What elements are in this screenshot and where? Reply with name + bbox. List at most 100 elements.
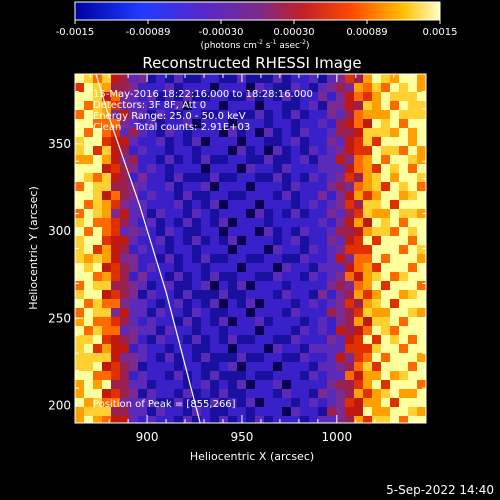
x-axis-ticks: 900 950 1000 [89, 74, 414, 444]
heatmap-cell [282, 272, 292, 282]
heatmap-cell [138, 110, 148, 120]
heatmap-cell [210, 173, 220, 183]
heatmap-cell [120, 128, 130, 138]
heatmap-cell [237, 227, 247, 237]
heatmap-cell [273, 281, 283, 291]
heatmap-cell [102, 416, 112, 423]
heatmap-cell [219, 146, 229, 156]
heatmap-cell [318, 389, 328, 399]
heatmap-cell [75, 281, 85, 291]
heatmap-cell [228, 218, 238, 228]
heatmap-cell [273, 245, 283, 255]
heatmap-cell [165, 164, 175, 174]
heatmap-cell [138, 353, 148, 363]
heatmap-cell [336, 83, 346, 93]
heatmap-cell [255, 281, 265, 291]
heatmap-cell [75, 407, 85, 417]
heatmap-cell [201, 101, 211, 111]
heatmap-cell [93, 110, 103, 120]
heatmap-cell [336, 245, 346, 255]
heatmap-cell [372, 101, 382, 111]
heatmap-cell [408, 164, 418, 174]
heatmap-cell [327, 245, 337, 255]
heatmap-cell [309, 416, 319, 423]
heatmap-cell [408, 119, 418, 129]
heatmap-cell [84, 317, 94, 327]
heatmap-cell [156, 110, 166, 120]
heatmap-cell [300, 407, 310, 417]
heatmap-cell [300, 164, 310, 174]
heatmap-cell [408, 155, 418, 165]
heatmap-cell [255, 200, 265, 210]
heatmap-cell [111, 317, 121, 327]
heatmap-cell [111, 335, 121, 345]
heatmap-cell [246, 344, 256, 354]
heatmap-cell [219, 173, 229, 183]
heatmap-cell [372, 173, 382, 183]
heatmap-cell [291, 254, 301, 264]
y-axis-label: Heliocentric Y (arcsec) [27, 186, 40, 310]
heatmap-cell [408, 389, 418, 399]
heatmap-cell [111, 299, 121, 309]
heatmap-cell [219, 245, 229, 255]
heatmap-cell [156, 227, 166, 237]
heatmap-cell [354, 110, 364, 120]
heatmap-cell [201, 389, 211, 399]
heatmap-cell [156, 272, 166, 282]
heatmap-cell [318, 137, 328, 147]
heatmap-cell [282, 218, 292, 228]
heatmap-cell [210, 209, 220, 219]
heatmap-cell [201, 74, 211, 84]
x-tick-label: 950 [231, 430, 254, 444]
heatmap-cell [264, 119, 274, 129]
heatmap-cell [219, 344, 229, 354]
heatmap-cell [165, 128, 175, 138]
heatmap-cell [255, 326, 265, 336]
heatmap-cell [75, 200, 85, 210]
heatmap-cell [408, 263, 418, 273]
heatmap-cell [300, 182, 310, 192]
heatmap-cell [165, 209, 175, 219]
heatmap-cell [183, 407, 193, 417]
heatmap-cell [120, 353, 130, 363]
heatmap-cell [255, 335, 265, 345]
heatmap-cell [165, 191, 175, 201]
heatmap-cell [237, 245, 247, 255]
heatmap-cell [84, 164, 94, 174]
heatmap-cell [93, 119, 103, 129]
heatmap-cell [120, 317, 130, 327]
heatmap-cell [102, 398, 112, 408]
heatmap-cell [111, 353, 121, 363]
heatmap-cell [336, 155, 346, 165]
heatmap-cell [138, 236, 148, 246]
heatmap-cell [408, 371, 418, 381]
heatmap-cell [228, 155, 238, 165]
heatmap-cell [84, 380, 94, 390]
heatmap-cell [102, 380, 112, 390]
heatmap-cell [120, 137, 130, 147]
heatmap-cell [417, 254, 426, 264]
heatmap-cell [201, 362, 211, 372]
heatmap-cell [273, 227, 283, 237]
heatmap-cell [327, 209, 337, 219]
heatmap-cell [264, 362, 274, 372]
heatmap-cell [381, 308, 391, 318]
heatmap-cell [381, 389, 391, 399]
heatmap-cell [102, 299, 112, 309]
heatmap-cell [273, 326, 283, 336]
heatmap-cell [138, 182, 148, 192]
heatmap-cell [75, 371, 85, 381]
heatmap-cell [282, 389, 292, 399]
heatmap-cell [174, 218, 184, 228]
heatmap-cell [111, 236, 121, 246]
heatmap-cell [192, 128, 202, 138]
info-line-energy: Energy Range: 25.0 - 50.0 keV [93, 111, 246, 122]
heatmap-cell [291, 326, 301, 336]
heatmap-cell [354, 245, 364, 255]
heatmap-cell [273, 380, 283, 390]
heatmap-cell [201, 335, 211, 345]
heatmap-cell [156, 83, 166, 93]
heatmap-cell [192, 272, 202, 282]
heatmap-cell [246, 164, 256, 174]
heatmap-cell [84, 119, 94, 129]
